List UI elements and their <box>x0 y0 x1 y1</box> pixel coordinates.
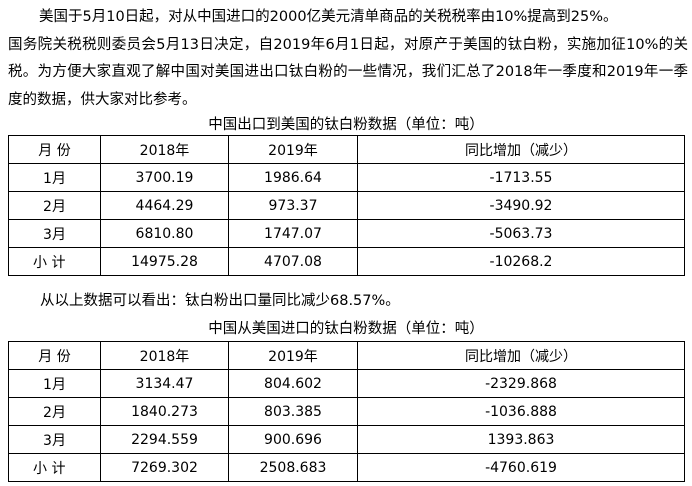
table-row: 2月 4464.29 973.37 -3490.92 <box>8 191 685 220</box>
table-row-subtotal: 小 计 14975.28 4707.08 -10268.2 <box>8 247 685 276</box>
cell: 803.385 <box>228 397 358 426</box>
export-table-title: 中国出口到美国的钛白粉数据（单位：吨） <box>208 117 484 133</box>
import-table-title: 中国从美国进口的钛白粉数据（单位：吨） <box>208 321 484 337</box>
intro-paragraph: 美国于5月10日起，对从中国进口的2000亿美元清单商品的关税税率由10%提高到… <box>8 4 688 114</box>
table-header-row: 月 份 2018年 2019年 同比增加（减少） <box>8 341 685 370</box>
cell: 2月 <box>8 191 101 220</box>
header-cell: 月 份 <box>8 135 101 164</box>
cell: -10268.2 <box>357 247 685 276</box>
table-row-subtotal: 小 计 7269.302 2508.683 -4760.619 <box>8 453 685 482</box>
cell: 6810.80 <box>100 219 229 248</box>
cell: -4760.619 <box>357 453 685 482</box>
cell: 4464.29 <box>100 191 229 220</box>
cell: 1747.07 <box>228 219 358 248</box>
header-cell: 2019年 <box>228 341 358 370</box>
cell: -1713.55 <box>357 163 685 192</box>
cell: 小 计 <box>8 453 101 482</box>
intro-rest: 国务院关税税则委员会5月13日决定，自2019年6月1日起，对原产于美国的钛白粉… <box>8 36 688 108</box>
cell: 973.37 <box>228 191 358 220</box>
intro-line-1: 美国于5月10日起，对从中国进口的2000亿美元清单商品的关税税率由10%提高到… <box>39 9 618 25</box>
cell: 14975.28 <box>100 247 229 276</box>
table-header-row: 月 份 2018年 2019年 同比增加（减少） <box>8 135 685 164</box>
cell: 1840.273 <box>100 397 229 426</box>
cell: -2329.868 <box>357 369 685 398</box>
table-row: 3月 6810.80 1747.07 -5063.73 <box>8 219 685 248</box>
cell: 1月 <box>8 369 101 398</box>
summary-note: 从以上数据可以看出：钛白粉出口量同比减少68.57%。 <box>40 293 400 309</box>
table-row: 3月 2294.559 900.696 1393.863 <box>8 425 685 454</box>
header-cell: 同比增加（减少） <box>357 341 685 370</box>
cell: -5063.73 <box>357 219 685 248</box>
header-cell: 2018年 <box>100 341 229 370</box>
cell: 2508.683 <box>228 453 358 482</box>
cell: 900.696 <box>228 425 358 454</box>
header-cell: 月 份 <box>8 341 101 370</box>
cell: 4707.08 <box>228 247 358 276</box>
header-cell: 同比增加（减少） <box>357 135 685 164</box>
cell: 3月 <box>8 219 101 248</box>
cell: -1036.888 <box>357 397 685 426</box>
cell: 2月 <box>8 397 101 426</box>
cell: 3700.19 <box>100 163 229 192</box>
table-row: 1月 3134.47 804.602 -2329.868 <box>8 369 685 398</box>
table-row: 1月 3700.19 1986.64 -1713.55 <box>8 163 685 192</box>
cell: 804.602 <box>228 369 358 398</box>
cell: 3134.47 <box>100 369 229 398</box>
import-table: 月 份 2018年 2019年 同比增加（减少） 1月 3134.47 804.… <box>8 341 685 482</box>
cell: 2294.559 <box>100 425 229 454</box>
table-row: 2月 1840.273 803.385 -1036.888 <box>8 397 685 426</box>
cell: 7269.302 <box>100 453 229 482</box>
cell: 1393.863 <box>357 425 685 454</box>
cell: 1月 <box>8 163 101 192</box>
header-cell: 2019年 <box>228 135 358 164</box>
cell: 3月 <box>8 425 101 454</box>
export-table: 月 份 2018年 2019年 同比增加（减少） 1月 3700.19 1986… <box>8 135 685 276</box>
cell: 小 计 <box>8 247 101 276</box>
cell: 1986.64 <box>228 163 358 192</box>
header-cell: 2018年 <box>100 135 229 164</box>
cell: -3490.92 <box>357 191 685 220</box>
